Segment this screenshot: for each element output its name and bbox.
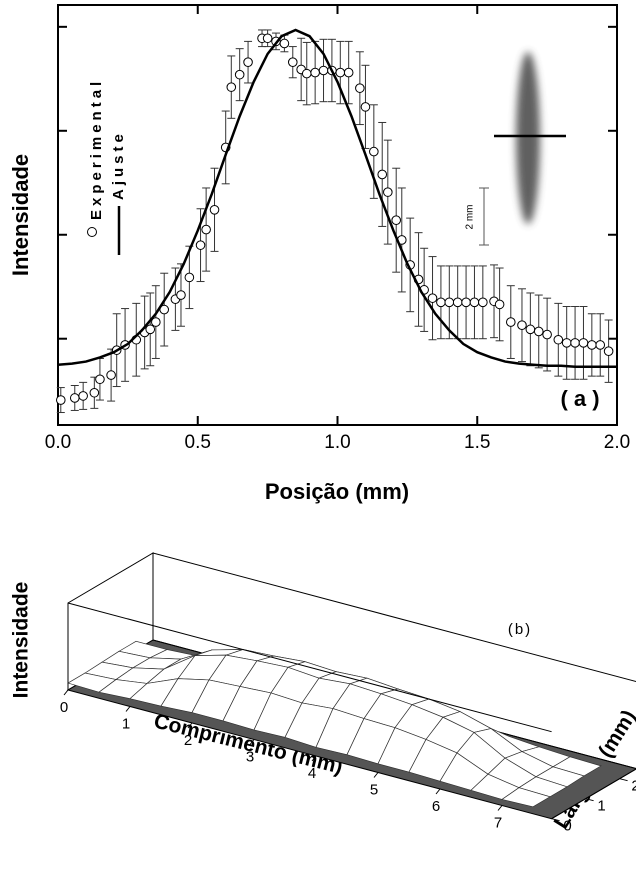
data-point [151,317,161,327]
data-point [494,299,505,310]
data-point [262,33,273,44]
scale-label: 2 mm [465,205,476,230]
data-point [570,338,580,348]
x-tick-label: 1 [122,715,130,732]
data-point [310,67,320,78]
y-tick-label: 2 [631,778,636,795]
y-tick [619,778,628,782]
data-point [145,324,156,335]
x-tick-label: 2 [184,732,192,749]
x-tick-label: 0.5 [185,432,211,453]
data-point [201,224,211,235]
data-point [533,326,544,337]
data-point [301,68,312,79]
x-axis-label: Posição (mm) [265,479,409,504]
data-point [561,338,572,348]
legend-label: Experimental [88,78,105,220]
fit-line [57,28,617,369]
data-point [427,293,438,303]
scale-bar [479,187,489,246]
panel-label: ( a ) [560,386,599,411]
x-tick [125,706,131,712]
data-point [452,297,463,308]
data-point [355,83,365,93]
data-point [517,320,527,330]
y-tick-label: 1 [597,798,605,815]
z-axis-label: Intensidade [10,582,33,699]
data-point [360,102,371,112]
data-point [578,338,589,348]
data-point [176,290,186,300]
data-point [542,329,552,340]
y-tick [585,798,594,802]
x-tick [311,755,317,762]
data-point [478,297,488,308]
data-point [89,387,100,398]
data-point [184,272,195,283]
data-point [69,393,80,403]
x-tick [249,739,255,745]
x-tick-label: 6 [432,798,440,815]
data-point [209,205,220,215]
panel-label: (b) [508,621,532,638]
data-point [469,297,480,308]
data-point [55,395,66,405]
data-point [369,146,379,157]
data-point [287,57,298,67]
data-point [525,324,536,335]
data-point [461,297,471,308]
data-point [243,57,253,67]
data-point [343,67,354,78]
x-tick [373,772,379,778]
data-point [318,65,329,76]
x-tick-label: 5 [370,781,378,798]
x-tick-label: 0 [60,699,68,716]
x-tick-label: 3 [246,748,254,765]
legend-marker [87,227,97,237]
box-edge [67,602,552,733]
x-tick-label: 1.0 [324,432,350,453]
x-tick [187,722,193,729]
data-point [195,240,206,250]
legend-label: Ajuste [110,130,127,200]
x-tick-label: 1.5 [464,432,490,453]
data-point [234,69,245,80]
x-tick-label: 0.0 [45,432,71,453]
x-tick-label: 2.0 [604,432,630,453]
surface-cell [501,787,551,808]
data-point [505,317,516,327]
y-axis-label: Intensidade [8,154,33,276]
data-point [335,67,346,78]
data-point [95,374,105,385]
box-edge [551,768,636,820]
x-tick [63,689,69,696]
x-tick [497,805,503,811]
data-point [391,215,401,225]
data-point [377,169,388,180]
data-point [444,297,455,308]
data-point [553,334,564,345]
data-point [436,297,446,308]
data-point [279,38,290,49]
data-point [603,346,614,356]
x-tick-label: 4 [308,765,316,782]
x-tick [435,788,441,795]
y-tick [551,818,560,822]
data-point [226,82,237,92]
data-point [595,340,606,350]
inset-photo [516,52,540,224]
data-point [106,370,116,380]
data-point [383,187,393,197]
x-tick-label: 7 [494,814,502,831]
data-point [78,391,88,401]
data-point [587,340,597,350]
y-tick-label: 0 [563,818,571,835]
